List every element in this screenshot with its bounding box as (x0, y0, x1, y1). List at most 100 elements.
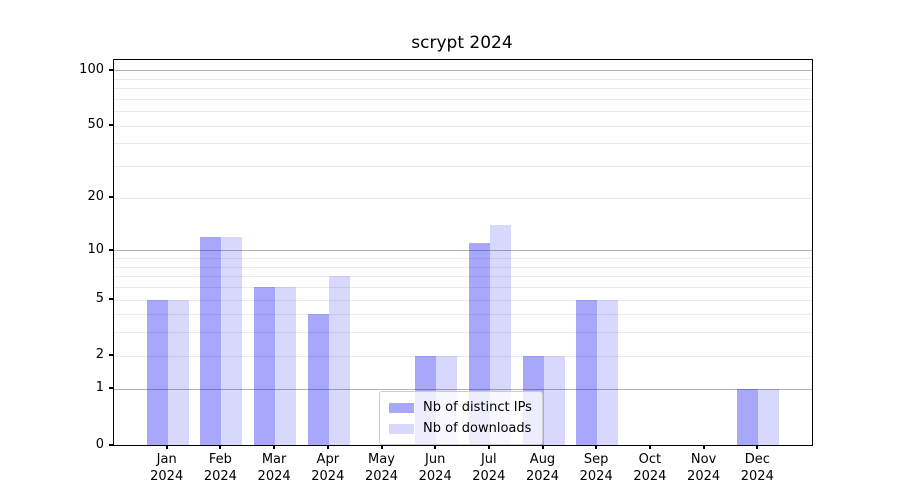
legend: Nb of distinct IPs Nb of downloads (379, 391, 543, 445)
x-tick-month: Apr (316, 452, 340, 467)
gridline-minor (114, 88, 812, 90)
x-tick-month: Aug (529, 452, 556, 467)
bar-distinct-ips (200, 236, 222, 445)
x-tick-mark (380, 445, 383, 449)
gridline-minor (114, 143, 812, 145)
gridline-minor (114, 197, 812, 199)
x-tick-month: Oct (638, 452, 662, 467)
bar-distinct-ips (737, 388, 759, 445)
bar-downloads (597, 299, 619, 445)
y-tick-mark (109, 443, 113, 446)
bar-distinct-ips (576, 299, 598, 445)
bar-downloads (489, 225, 511, 445)
x-tick-year: 2024 (740, 469, 774, 484)
x-tick-label: Dec 2024 (741, 451, 774, 485)
y-tick-mark (109, 298, 113, 300)
gridline-minor (114, 111, 812, 113)
chart-title: scrypt 2024 (411, 33, 513, 53)
legend-label: Nb of downloads (423, 421, 532, 436)
grid-layer (114, 60, 812, 445)
gridline-major (114, 388, 812, 390)
gridline-minor (114, 78, 812, 80)
y-tick-mark (109, 196, 113, 199)
x-tick-label: Jul 2024 (472, 451, 505, 485)
x-tick-month: Sep (583, 452, 609, 467)
x-tick-label: Aug 2024 (526, 451, 559, 485)
y-tick-mark (109, 387, 113, 390)
gridline-minor (114, 266, 812, 268)
x-tick-label: Sep 2024 (580, 451, 613, 485)
y-tick-label: 1 (95, 380, 104, 396)
x-tick-label: May 2024 (365, 451, 398, 485)
y-tick-mark (109, 68, 113, 71)
y-tick-label: 5 (95, 291, 104, 306)
y-tick-mark (109, 124, 113, 127)
x-tick-month: May (368, 452, 395, 467)
x-tick-mark (487, 445, 490, 449)
x-tick-mark (219, 445, 222, 449)
gridline-minor (114, 332, 812, 334)
x-tick-year: 2024 (687, 469, 721, 484)
x-tick-mark (326, 445, 329, 449)
bar-downloads (221, 236, 243, 445)
legend-entry-distinct-ips: Nb of distinct IPs (389, 397, 532, 418)
y-tick-label: 0 (95, 436, 104, 452)
legend-label: Nb of distinct IPs (423, 400, 532, 415)
y-tick-label: 50 (87, 117, 104, 133)
x-tick-mark (273, 445, 276, 449)
x-tick-mark (541, 445, 544, 449)
x-tick-year: 2024 (257, 469, 291, 484)
legend-swatch (389, 423, 414, 434)
x-tick-month: Jun (425, 452, 446, 467)
gridline-minor (114, 125, 812, 127)
x-tick-mark (648, 445, 651, 449)
y-tick-label: 100 (79, 61, 104, 77)
x-tick-month: Dec (744, 452, 770, 467)
y-tick-label: 20 (87, 189, 104, 205)
gridline-major (114, 250, 812, 252)
x-tick-year: 2024 (203, 469, 237, 484)
x-tick-year: 2024 (472, 469, 506, 484)
x-tick-label: Feb 2024 (204, 451, 237, 485)
x-tick-month: Jan (156, 452, 177, 467)
x-tick-label: Jun 2024 (419, 451, 452, 485)
x-tick-year: 2024 (311, 469, 345, 484)
x-tick-mark (595, 445, 598, 449)
x-tick-mark (756, 445, 759, 449)
bar-distinct-ips (146, 299, 168, 445)
x-tick-mark (434, 445, 437, 449)
gridline-minor (114, 258, 812, 259)
legend-entry-downloads: Nb of downloads (389, 418, 532, 439)
gridline-minor (114, 287, 812, 288)
bar-distinct-ips (307, 314, 329, 445)
bar-downloads (543, 355, 565, 445)
y-tick-mark (109, 354, 113, 357)
y-tick-mark (109, 248, 113, 251)
gridline-minor (114, 166, 812, 168)
gridline-major (114, 70, 812, 72)
bar-downloads (275, 287, 297, 445)
gridline-minor (114, 314, 812, 316)
y-tick-label: 10 (87, 241, 104, 257)
bar-downloads (328, 276, 350, 445)
x-tick-month: Nov (690, 452, 717, 467)
bar-distinct-ips (254, 287, 276, 445)
x-tick-label: Mar 2024 (258, 451, 291, 485)
x-tick-year: 2024 (525, 469, 560, 484)
x-tick-year: 2024 (150, 469, 184, 484)
gridline-minor (114, 98, 812, 100)
x-tick-month: Feb (208, 452, 232, 467)
gridline-minor (114, 299, 812, 301)
legend-swatch (389, 402, 414, 413)
y-tick-label: 2 (95, 347, 104, 363)
x-tick-label: Apr 2024 (311, 451, 344, 485)
x-tick-year: 2024 (364, 469, 399, 484)
x-tick-mark (702, 445, 705, 449)
x-tick-year: 2024 (633, 469, 667, 484)
bars-layer (114, 60, 812, 445)
bar-downloads (758, 388, 780, 445)
x-tick-year: 2024 (418, 469, 452, 484)
x-tick-month: Jul (480, 452, 497, 467)
bar-downloads (167, 299, 189, 445)
